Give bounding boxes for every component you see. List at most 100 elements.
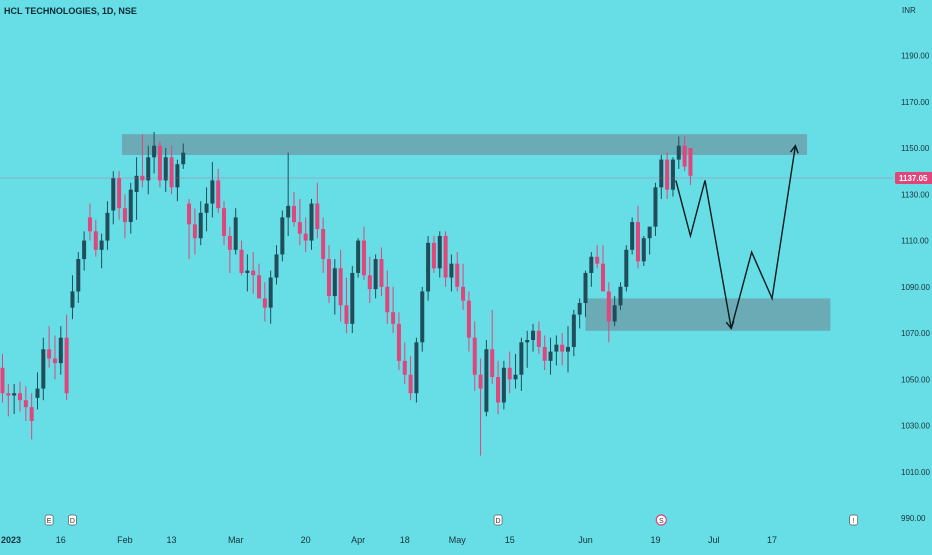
y-tick-label: 990.00: [901, 514, 926, 523]
last-price-tag: 1137.05: [895, 171, 932, 184]
candle: [326, 245, 331, 304]
candle-body: [577, 303, 582, 315]
candle-body: [58, 337, 63, 364]
candle-body: [257, 275, 262, 299]
candle: [198, 201, 203, 246]
candle: [472, 321, 477, 391]
candle-body: [344, 305, 349, 324]
x-tick-label: 19: [650, 535, 660, 545]
candle-body: [402, 360, 407, 375]
candle-body: [169, 157, 174, 188]
candle: [531, 323, 536, 352]
candle: [665, 152, 670, 199]
candle-body: [292, 205, 296, 223]
candle-body: [536, 330, 541, 347]
candle: [461, 263, 466, 310]
candle-body: [426, 242, 431, 292]
candle: [0, 353, 5, 403]
candle-body: [455, 263, 460, 287]
candle: [251, 252, 256, 294]
candle: [449, 254, 454, 292]
candle: [391, 286, 396, 334]
candle-body: [245, 270, 250, 273]
y-tick-label: 1030.00: [901, 422, 930, 431]
candle-body: [566, 346, 571, 352]
event-icon[interactable]: D: [493, 514, 503, 526]
candle: [647, 226, 652, 255]
candle-body: [41, 349, 46, 389]
event-icon[interactable]: !: [849, 514, 859, 526]
resistance-zone[interactable]: [122, 134, 808, 155]
candle: [303, 217, 308, 253]
candle-body: [321, 228, 326, 260]
candle: [676, 136, 681, 169]
candle-body: [210, 180, 215, 204]
candle-body: [659, 159, 664, 188]
candle: [70, 275, 75, 320]
candle: [82, 231, 87, 271]
candle: [682, 136, 687, 172]
candle: [618, 282, 623, 310]
y-axis[interactable]: 990.00 1010.00 1030.00 1050.00 1070.00 1090.0…: [901, 52, 930, 524]
candle: [227, 226, 232, 273]
candle-body: [239, 249, 244, 273]
candle-body: [449, 263, 454, 278]
candle-body: [379, 259, 384, 287]
x-tick-label: 20: [301, 535, 311, 545]
candle: [93, 219, 98, 257]
candle: [146, 145, 151, 195]
x-axis[interactable]: 2023 16 Feb 13 Mar 20 Apr 18 May 15 Jun 19 Jul 17: [1, 535, 777, 545]
candle-body: [274, 254, 279, 278]
candle-body: [525, 340, 530, 343]
candle: [87, 203, 92, 241]
candle: [99, 233, 104, 269]
candle-body: [554, 344, 559, 352]
symbol-title: HCL TECHNOLOGIES, 1D, NSE: [4, 6, 137, 16]
candle: [222, 201, 227, 246]
last-price-value: 1137.05: [899, 174, 928, 183]
candle-body: [420, 291, 425, 343]
candle: [507, 351, 512, 394]
candle: [513, 353, 518, 389]
projection-arrowhead-down: [725, 320, 735, 330]
candle: [187, 198, 192, 260]
candle: [612, 296, 617, 327]
candle: [268, 270, 273, 324]
event-icon[interactable]: E: [44, 514, 54, 526]
candle: [122, 194, 127, 239]
candle-body: [17, 393, 22, 401]
candle-body: [105, 212, 110, 241]
candle-body: [630, 222, 635, 250]
candle: [12, 383, 17, 415]
candle-body: [338, 268, 343, 306]
candle: [41, 337, 46, 401]
candle-body: [682, 145, 687, 167]
candle-body: [519, 342, 524, 375]
candle: [437, 231, 442, 278]
candle-body: [309, 203, 314, 241]
candle-body: [198, 212, 203, 239]
candle: [274, 245, 279, 285]
candle: [420, 286, 425, 352]
x-tick-label: Apr: [351, 535, 365, 545]
candle-body: [134, 175, 139, 192]
candle-body: [268, 277, 273, 308]
candle: [245, 254, 250, 292]
candle-body: [192, 224, 197, 239]
candle: [332, 259, 337, 315]
candle: [443, 231, 448, 287]
candle: [600, 245, 605, 292]
support-zone[interactable]: [585, 298, 831, 331]
candle-body: [531, 330, 536, 341]
event-icon[interactable]: S: [655, 514, 667, 526]
event-icon[interactable]: D: [68, 514, 77, 526]
candle: [257, 263, 262, 299]
candle-body: [233, 217, 238, 250]
candle-body: [47, 349, 52, 359]
candle-body: [437, 235, 442, 269]
candle-body: [70, 291, 75, 308]
candle-body: [82, 240, 87, 260]
candle: [17, 381, 22, 412]
candle-body: [64, 337, 69, 394]
